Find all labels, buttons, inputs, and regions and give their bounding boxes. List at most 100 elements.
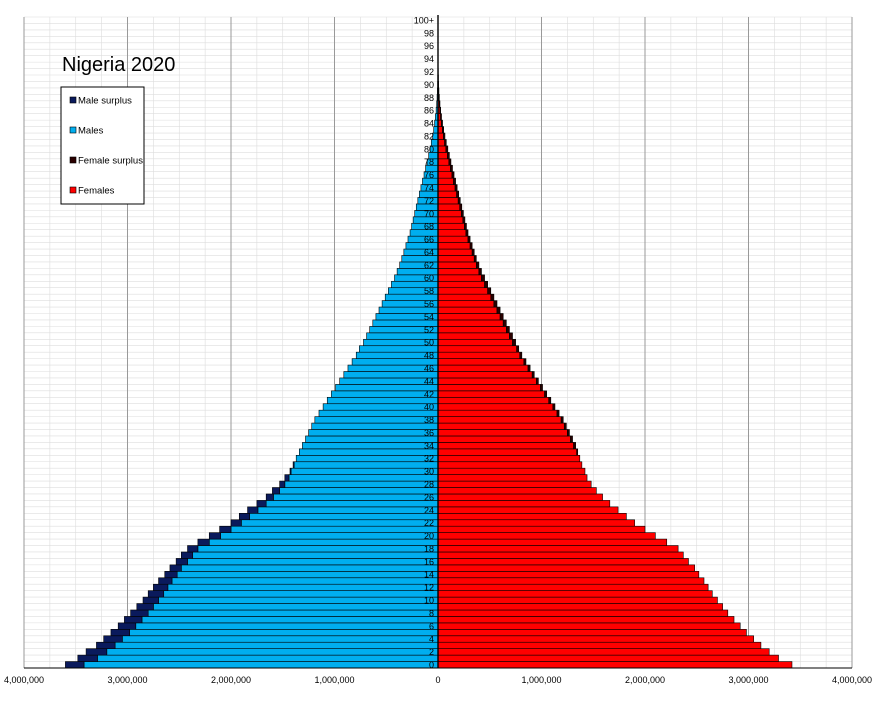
bar-males (114, 641, 439, 649)
bar-females (437, 648, 770, 656)
bar-males (288, 474, 439, 482)
bar-female-surplus (442, 126, 444, 134)
bar-males (335, 384, 439, 392)
bar-male-surplus (96, 641, 116, 649)
bar-female-surplus (481, 274, 485, 282)
bar-female-surplus (440, 113, 442, 121)
bar-female-surplus (544, 390, 547, 398)
age-tick-label: 66 (424, 235, 434, 245)
bar-female-surplus (536, 377, 539, 385)
bar-male-surplus (289, 467, 292, 475)
bar-males (129, 629, 439, 637)
age-tick-label: 56 (424, 299, 434, 309)
bar-females (437, 513, 627, 521)
bar-females (437, 222, 465, 231)
bar-male-surplus (265, 493, 274, 501)
bar-females (437, 300, 495, 308)
bar-males (257, 506, 439, 514)
bar-females (437, 390, 545, 398)
bar-females (437, 500, 611, 508)
bar-male-surplus (142, 596, 159, 604)
legend-swatch-male-surplus (69, 96, 77, 104)
age-tick-label: 68 (424, 222, 434, 232)
bar-females (437, 268, 480, 276)
age-tick-label: 0 (429, 660, 434, 670)
bar-males (208, 538, 439, 546)
age-tick-label: 8 (429, 608, 434, 618)
bar-female-surplus (519, 351, 523, 359)
age-tick-label: 36 (424, 428, 434, 438)
bar-female-surplus (469, 242, 473, 250)
bar-females (437, 467, 586, 475)
bar-males (249, 513, 439, 521)
age-tick-label: 40 (424, 402, 434, 412)
bar-females (437, 261, 477, 269)
age-tick-label: 52 (424, 325, 434, 335)
chart-title: Nigeria 2020 (62, 54, 175, 76)
bar-males (141, 616, 439, 624)
bar-female-surplus (567, 429, 570, 437)
bar-females (437, 164, 451, 172)
bar-male-surplus (219, 525, 232, 533)
age-tick-label: 24 (424, 505, 434, 515)
bar-female-surplus (516, 345, 520, 353)
age-tick-label: 12 (424, 583, 434, 593)
bar-females (437, 145, 447, 153)
bar-females (437, 603, 723, 611)
bar-females (437, 338, 513, 347)
bar-females (437, 545, 679, 553)
legend-swatch-female-surplus (69, 156, 77, 164)
bar-females (437, 409, 558, 417)
bar-females (437, 422, 565, 430)
bar-male-surplus (247, 506, 259, 514)
bar-female-surplus (556, 409, 560, 417)
bar-female-surplus (467, 235, 471, 243)
bar-females (437, 641, 762, 649)
bar-female-surplus (473, 255, 477, 263)
legend-label: Male surplus (78, 96, 132, 107)
bar-males (122, 635, 439, 643)
bar-male-surplus (147, 590, 165, 598)
age-tick-label: 84 (424, 119, 434, 129)
axes (24, 15, 852, 669)
bar-males (265, 500, 439, 508)
bar-male-surplus (272, 487, 280, 495)
bar-males (97, 654, 439, 662)
bar-female-surplus (439, 106, 441, 114)
bar-females (437, 377, 537, 385)
bar-females (437, 248, 473, 256)
age-tick-label: 96 (424, 41, 434, 51)
bar-females (437, 345, 517, 353)
bar-male-surplus (110, 629, 130, 637)
age-tick-label: 54 (424, 312, 434, 322)
bar-females (437, 158, 450, 166)
bar-females (437, 596, 718, 604)
bar-female-surplus (523, 358, 527, 366)
x-tick-label: 2,000,000 (211, 675, 251, 685)
bar-males (241, 519, 439, 527)
bar-females (437, 525, 646, 533)
bar-males (326, 396, 439, 405)
bar-female-surplus (499, 313, 504, 321)
age-tick-label: 26 (424, 492, 434, 502)
bar-female-surplus (450, 164, 453, 172)
age-tick-label: 20 (424, 531, 434, 541)
bar-female-surplus (493, 300, 498, 308)
legend-label: Females (78, 186, 115, 197)
age-tick-label: 18 (424, 544, 434, 554)
age-tick-label: 48 (424, 351, 434, 361)
age-tick-label: 32 (424, 454, 434, 464)
bar-males (197, 545, 439, 553)
bar-females (437, 190, 457, 198)
bar-females (437, 203, 461, 211)
bar-females (437, 487, 597, 495)
bar-female-surplus (441, 119, 443, 127)
bar-females (437, 358, 525, 366)
bar-females (437, 287, 488, 295)
age-tick-label: 82 (424, 131, 434, 141)
bar-males (192, 551, 439, 559)
bar-male-surplus (164, 571, 178, 579)
bar-females (437, 229, 467, 237)
bar-males (273, 493, 439, 501)
age-tick-label: 14 (424, 570, 434, 580)
